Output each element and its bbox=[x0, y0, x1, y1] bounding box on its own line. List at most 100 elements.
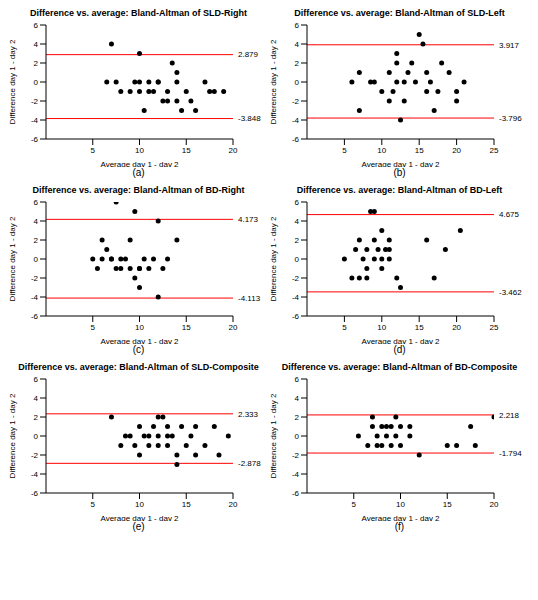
svg-text:5: 5 bbox=[91, 323, 96, 332]
svg-text:-6: -6 bbox=[292, 312, 300, 321]
svg-text:5: 5 bbox=[342, 323, 347, 332]
svg-text:6: 6 bbox=[295, 198, 300, 207]
svg-text:5: 5 bbox=[91, 500, 96, 509]
svg-text:3.917: 3.917 bbox=[499, 41, 520, 50]
svg-text:-4: -4 bbox=[31, 116, 39, 125]
svg-text:-3.848: -3.848 bbox=[238, 114, 261, 123]
svg-text:2: 2 bbox=[295, 59, 300, 68]
svg-text:20: 20 bbox=[452, 146, 461, 155]
svg-text:-6: -6 bbox=[31, 312, 39, 321]
svg-text:Average day 1 - day 2: Average day 1 - day 2 bbox=[361, 160, 440, 167]
svg-text:2: 2 bbox=[295, 236, 300, 245]
svg-text:4: 4 bbox=[295, 394, 300, 403]
svg-text:Average day 1 - day 2: Average day 1 - day 2 bbox=[361, 337, 440, 344]
svg-text:-2: -2 bbox=[31, 97, 39, 106]
svg-text:15: 15 bbox=[415, 146, 424, 155]
html-text:(a): (a) bbox=[132, 167, 145, 178]
svg-text:10: 10 bbox=[135, 500, 144, 509]
svg-text:6: 6 bbox=[34, 375, 39, 384]
svg-text:25: 25 bbox=[490, 146, 499, 155]
svg-text:-2.878: -2.878 bbox=[238, 459, 261, 468]
html-text:(d): (d) bbox=[393, 344, 406, 355]
svg-text:10: 10 bbox=[135, 146, 144, 155]
svg-text:4: 4 bbox=[34, 217, 39, 226]
svg-text:0: 0 bbox=[295, 432, 300, 441]
svg-text:0: 0 bbox=[295, 78, 300, 87]
svg-text:Difference day 1 - day 2: Difference day 1 - day 2 bbox=[8, 393, 17, 478]
svg-text:0: 0 bbox=[34, 78, 39, 87]
svg-text:2: 2 bbox=[34, 59, 39, 68]
svg-text:2: 2 bbox=[34, 413, 39, 422]
html-text:Difference vs. average: Bland-: Difference vs. average: Bland-Altman of … bbox=[294, 8, 505, 18]
svg-text:-2: -2 bbox=[292, 274, 300, 283]
svg-text:4: 4 bbox=[295, 217, 300, 226]
svg-text:20: 20 bbox=[229, 146, 238, 155]
svg-text:-4: -4 bbox=[31, 293, 39, 302]
svg-text:2.218: 2.218 bbox=[499, 411, 520, 420]
svg-text:-1.794: -1.794 bbox=[499, 449, 522, 458]
svg-text:6: 6 bbox=[34, 21, 39, 30]
svg-text:-2: -2 bbox=[292, 97, 300, 106]
svg-text:4: 4 bbox=[34, 40, 39, 49]
svg-text:2: 2 bbox=[295, 413, 300, 422]
svg-text:-4.113: -4.113 bbox=[238, 294, 261, 303]
svg-text:Difference day 1 - day 2: Difference day 1 - day 2 bbox=[8, 39, 17, 124]
svg-text:-2: -2 bbox=[292, 451, 300, 460]
svg-text:20: 20 bbox=[229, 500, 238, 509]
svg-text:Difference day 1 - day 2: Difference day 1 - day 2 bbox=[269, 216, 278, 301]
svg-text:6: 6 bbox=[295, 21, 300, 30]
svg-text:Average day 1 - day 2: Average day 1 - day 2 bbox=[100, 160, 179, 167]
svg-text:-3.462: -3.462 bbox=[499, 288, 522, 297]
svg-text:10: 10 bbox=[377, 146, 386, 155]
svg-text:5: 5 bbox=[342, 146, 347, 155]
svg-text:Difference day 1 - day 2: Difference day 1 - day 2 bbox=[269, 39, 278, 124]
svg-text:0: 0 bbox=[34, 255, 39, 264]
svg-text:4: 4 bbox=[295, 40, 300, 49]
svg-text:4: 4 bbox=[34, 394, 39, 403]
svg-text:-4: -4 bbox=[292, 116, 300, 125]
svg-text:-6: -6 bbox=[31, 489, 39, 498]
svg-text:4.173: 4.173 bbox=[238, 215, 259, 224]
svg-text:10: 10 bbox=[377, 323, 386, 332]
svg-text:20: 20 bbox=[452, 323, 461, 332]
svg-text:Average day 1 - day 2: Average day 1 - day 2 bbox=[100, 337, 179, 344]
html-text:(b): (b) bbox=[393, 167, 406, 178]
svg-text:15: 15 bbox=[182, 500, 191, 509]
svg-text:15: 15 bbox=[182, 323, 191, 332]
svg-text:4.675: 4.675 bbox=[499, 210, 520, 219]
svg-text:Average day 1 - day 2: Average day 1 - day 2 bbox=[100, 514, 179, 521]
html-text:(e): (e) bbox=[132, 521, 145, 532]
svg-text:-4: -4 bbox=[292, 470, 300, 479]
svg-text:15: 15 bbox=[415, 323, 424, 332]
svg-text:-4: -4 bbox=[31, 470, 39, 479]
svg-text:15: 15 bbox=[182, 146, 191, 155]
svg-text:-2: -2 bbox=[31, 451, 39, 460]
html-text:Difference vs. average: Bland-: Difference vs. average: Bland-Altman of … bbox=[30, 8, 247, 18]
svg-text:-6: -6 bbox=[292, 135, 300, 144]
svg-text:2.879: 2.879 bbox=[238, 50, 259, 59]
svg-text:15: 15 bbox=[443, 500, 452, 509]
svg-text:10: 10 bbox=[396, 500, 405, 509]
svg-text:Difference day 1 - day 2: Difference day 1 - day 2 bbox=[269, 393, 278, 478]
svg-text:2.333: 2.333 bbox=[238, 410, 259, 419]
html-text:(f): (f) bbox=[394, 521, 405, 532]
svg-text:0: 0 bbox=[295, 255, 300, 264]
svg-text:-6: -6 bbox=[31, 135, 39, 144]
svg-text:5: 5 bbox=[352, 500, 357, 509]
svg-text:-2: -2 bbox=[31, 274, 39, 283]
svg-text:2: 2 bbox=[34, 236, 39, 245]
svg-text:-6: -6 bbox=[292, 489, 300, 498]
svg-text:10: 10 bbox=[135, 323, 144, 332]
svg-text:0: 0 bbox=[34, 432, 39, 441]
svg-text:5: 5 bbox=[91, 146, 96, 155]
svg-text:6: 6 bbox=[34, 198, 39, 207]
svg-text:Difference day 1 - day 2: Difference day 1 - day 2 bbox=[8, 216, 17, 301]
svg-text:20: 20 bbox=[490, 500, 499, 509]
svg-text:20: 20 bbox=[229, 323, 238, 332]
svg-text:-3.796: -3.796 bbox=[499, 114, 522, 123]
html-text:(c): (c) bbox=[132, 344, 145, 355]
svg-text:25: 25 bbox=[490, 323, 499, 332]
svg-text:6: 6 bbox=[295, 375, 300, 384]
svg-text:-4: -4 bbox=[292, 293, 300, 302]
svg-text:Average day 1 - day 2: Average day 1 - day 2 bbox=[361, 514, 440, 521]
